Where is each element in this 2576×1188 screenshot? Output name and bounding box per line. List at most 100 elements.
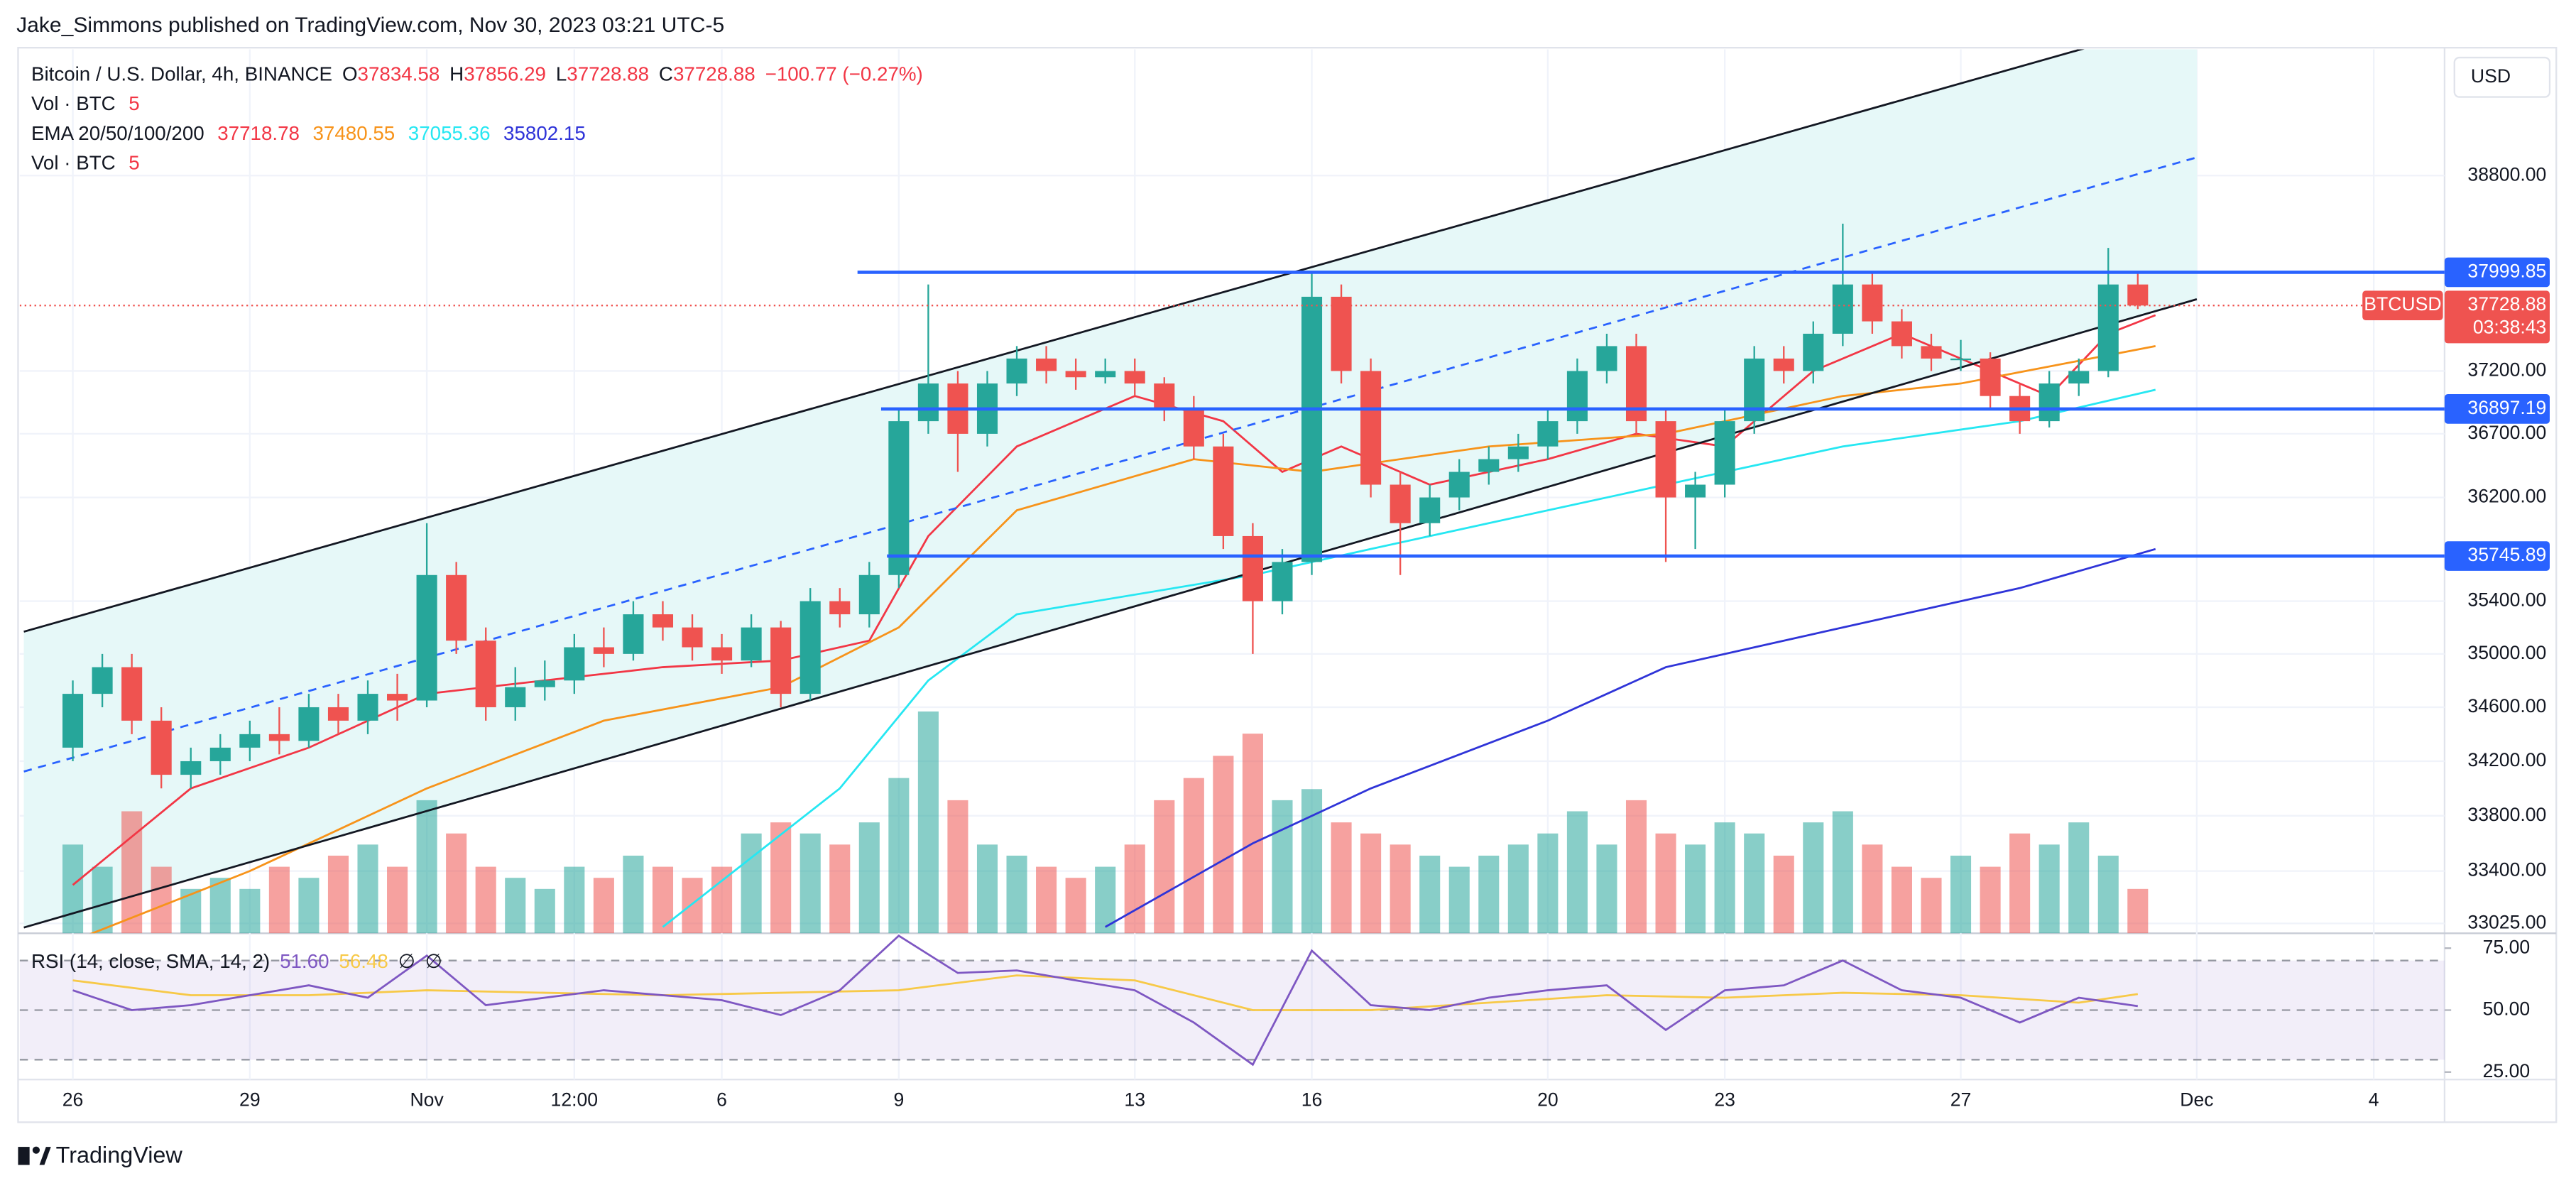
y-tick-label: 33025.00 xyxy=(2467,911,2546,932)
legend-item: Vol · BTC xyxy=(31,152,116,174)
candle-body xyxy=(1537,421,1559,447)
rsi-tick-label: 75.00 xyxy=(2483,936,2531,957)
volume-bar xyxy=(652,866,674,934)
candle-body xyxy=(652,614,674,628)
candle-body xyxy=(1065,371,1086,378)
legend-item: 37728.88 xyxy=(673,63,755,85)
ema-line xyxy=(1105,547,2156,928)
volume-bar xyxy=(1803,822,1824,934)
legend-item: 37728.88 xyxy=(567,63,649,85)
volume-bar xyxy=(1685,844,1706,934)
volume-bar xyxy=(976,844,998,934)
x-tick-label: 20 xyxy=(1537,1089,1559,1110)
y-tick-label: 36700.00 xyxy=(2467,422,2546,443)
x-tick-label: Dec xyxy=(2180,1089,2213,1110)
volume-bar xyxy=(947,800,968,934)
volume-bar xyxy=(92,866,113,934)
legend-item: 37856.29 xyxy=(464,63,546,85)
y-tick-label: 37200.00 xyxy=(2467,359,2546,380)
x-tick-label: 12:00 xyxy=(551,1089,599,1110)
channel-fill xyxy=(23,49,2197,928)
volume-bar xyxy=(1213,756,1234,934)
volume-bar xyxy=(917,711,939,934)
volume-bar xyxy=(1272,800,1293,934)
candle-body xyxy=(1272,562,1293,601)
ema-line xyxy=(72,314,2156,886)
candle-body xyxy=(888,421,910,575)
candle-body xyxy=(564,647,585,681)
legend-line: EMA 20/50/100/200 37718.78 37480.55 37055.3… xyxy=(31,122,586,144)
volume-bar xyxy=(1625,800,1647,934)
candle-body xyxy=(1655,421,1676,498)
volume-bar xyxy=(1655,833,1676,934)
x-tick-label: 4 xyxy=(2369,1089,2379,1110)
volume-bar xyxy=(1921,878,1942,934)
ema-line xyxy=(89,345,2156,934)
legend-item: ∅ xyxy=(398,950,415,972)
x-tick-label: 16 xyxy=(1301,1089,1323,1110)
candle-body xyxy=(770,627,792,694)
volume-bar xyxy=(357,844,378,934)
legend-item: ∅ xyxy=(425,950,442,972)
volume-bar xyxy=(1832,811,1853,934)
trend-line xyxy=(23,156,2198,773)
candle-body xyxy=(239,734,261,748)
level-badge xyxy=(2444,257,2550,288)
volume-bar xyxy=(151,866,172,934)
candle-body xyxy=(741,627,762,661)
y-tick-label: 38800.00 xyxy=(2467,163,2546,185)
y-tick-label: 34600.00 xyxy=(2467,695,2546,716)
candle-body xyxy=(1862,284,1883,322)
volume-bar xyxy=(1862,844,1883,934)
legend-item: 37834.58 xyxy=(358,63,440,85)
candle-body xyxy=(829,601,851,615)
logo-mark xyxy=(39,1147,51,1165)
level-badge xyxy=(2444,541,2550,571)
candle-body xyxy=(446,574,467,641)
volume-bar xyxy=(239,888,261,934)
legend-line: Bitcoin / U.S. Dollar, 4h, BINANCE O37834… xyxy=(31,63,923,85)
candle-body xyxy=(1685,484,1706,498)
main-pane xyxy=(19,49,2445,934)
legend-item: EMA 20/50/100/200 xyxy=(31,122,204,144)
candle-body xyxy=(62,694,84,748)
x-tick-label: Nov xyxy=(410,1089,444,1110)
candle-body xyxy=(268,734,290,741)
volume-bar xyxy=(564,866,585,934)
level-value: 37999.85 xyxy=(2467,260,2546,281)
legend-line: Vol · BTC 5 xyxy=(31,92,140,114)
candle-body xyxy=(858,574,880,615)
volume-bar xyxy=(829,844,851,934)
legend-line: Vol · BTC 5 xyxy=(31,152,140,174)
candle-body xyxy=(298,707,320,741)
currency-box[interactable] xyxy=(2453,56,2551,98)
candle-body xyxy=(151,720,172,775)
candle-body xyxy=(1095,371,1116,378)
x-tick-label: 9 xyxy=(893,1089,904,1110)
level-badge xyxy=(2444,394,2550,424)
candle-body xyxy=(505,687,526,707)
candle-body xyxy=(917,383,939,422)
volume-bar xyxy=(1065,878,1086,934)
volume-bar xyxy=(1154,800,1175,934)
volume-bar xyxy=(1478,855,1500,934)
candle-body xyxy=(121,667,143,721)
x-tick-label: 29 xyxy=(239,1089,261,1110)
volume-bar xyxy=(62,844,84,934)
countdown: 03:38:43 xyxy=(2473,317,2547,338)
candle-body xyxy=(682,627,703,648)
candle-body xyxy=(2127,284,2149,306)
legend-item: 5 xyxy=(129,152,139,174)
candle-body xyxy=(1360,371,1382,485)
axes: 38800.00 37200.00 36700.00 36200.00 35400.00… xyxy=(62,65,2550,1110)
volume-bar xyxy=(1714,822,1735,934)
logo: TradingView xyxy=(18,1143,182,1168)
frame xyxy=(17,47,2558,1123)
y-tick-label: 34200.00 xyxy=(2467,749,2546,770)
candle-body xyxy=(1773,358,1794,371)
volume-bar xyxy=(180,888,202,934)
legend-item: Bitcoin / U.S. Dollar, 4h, BINANCE xyxy=(31,63,332,85)
rsi-line xyxy=(72,934,2139,1067)
y-tick-label: 36200.00 xyxy=(2467,486,2546,507)
volume-bar xyxy=(1331,822,1352,934)
